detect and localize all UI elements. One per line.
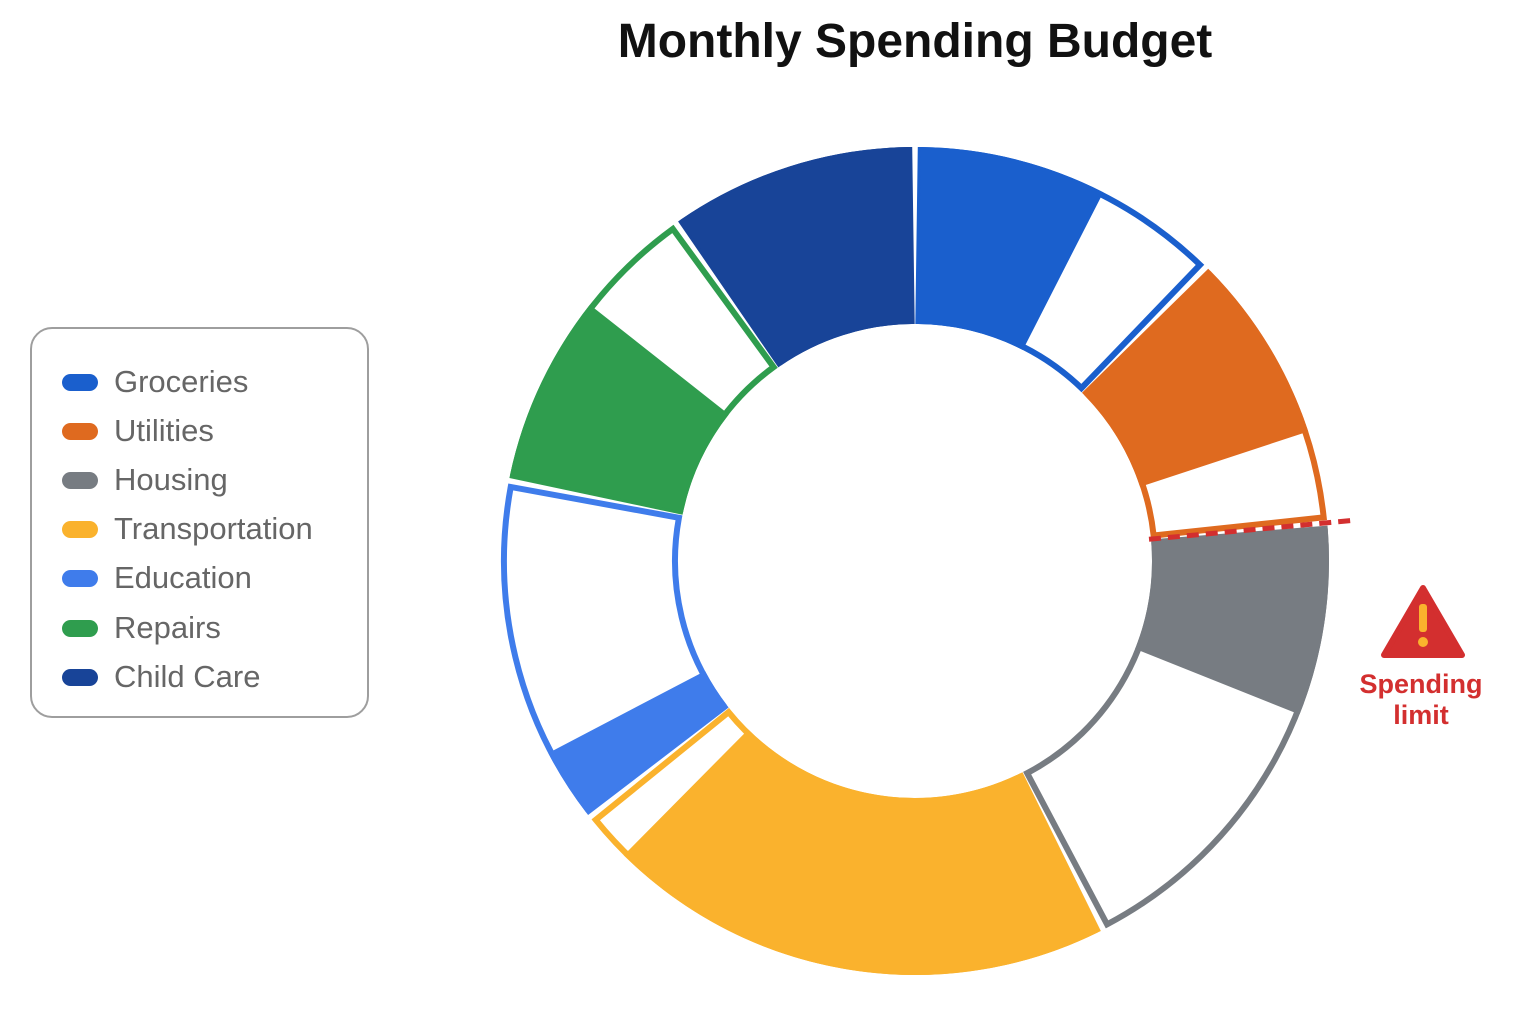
- warning-triangle-icon: [1381, 585, 1465, 658]
- legend-swatch: [62, 373, 98, 391]
- legend-label: Repairs: [114, 610, 221, 645]
- legend-label: Utilities: [114, 413, 214, 448]
- legend-item: Repairs: [62, 608, 221, 648]
- spent-slice-education: [548, 670, 727, 813]
- spending-limit-line: [1148, 517, 1358, 542]
- legend-swatch: [62, 422, 98, 440]
- spent-slice-transportation: [623, 729, 1099, 976]
- legend-item: Groceries: [62, 362, 248, 402]
- annotation-label-line2: limit: [1393, 700, 1449, 730]
- chart-title: Monthly Spending Budget: [617, 15, 1213, 68]
- spent-slice-child-care: [680, 147, 912, 366]
- legend: Groceries Utilities Housing Transportati…: [30, 327, 369, 718]
- legend-item: Child Care: [62, 657, 260, 697]
- legend-swatch: [62, 471, 98, 489]
- legend-label: Child Care: [114, 659, 261, 694]
- legend-swatch: [62, 668, 98, 686]
- legend-item: Housing: [62, 460, 228, 500]
- legend-item: Education: [62, 558, 252, 598]
- legend-swatch: [62, 520, 98, 538]
- legend-swatch: [62, 569, 98, 587]
- legend-swatch: [62, 619, 98, 637]
- legend-label: Transportation: [114, 511, 313, 546]
- legend-label: Groceries: [114, 364, 249, 399]
- legend-label: Education: [114, 560, 252, 595]
- donut-slices: [501, 146, 1330, 976]
- spent-slice-utilities: [1084, 270, 1309, 487]
- spent-slice-housing: [1135, 528, 1330, 715]
- spent-slice-groceries: [918, 147, 1104, 350]
- annotation-label-line1: Spending: [1360, 669, 1483, 699]
- legend-item: Transportation: [62, 509, 313, 549]
- legend-label: Housing: [114, 462, 228, 497]
- spent-slice-repairs: [510, 304, 729, 512]
- legend-item: Utilities: [62, 411, 214, 451]
